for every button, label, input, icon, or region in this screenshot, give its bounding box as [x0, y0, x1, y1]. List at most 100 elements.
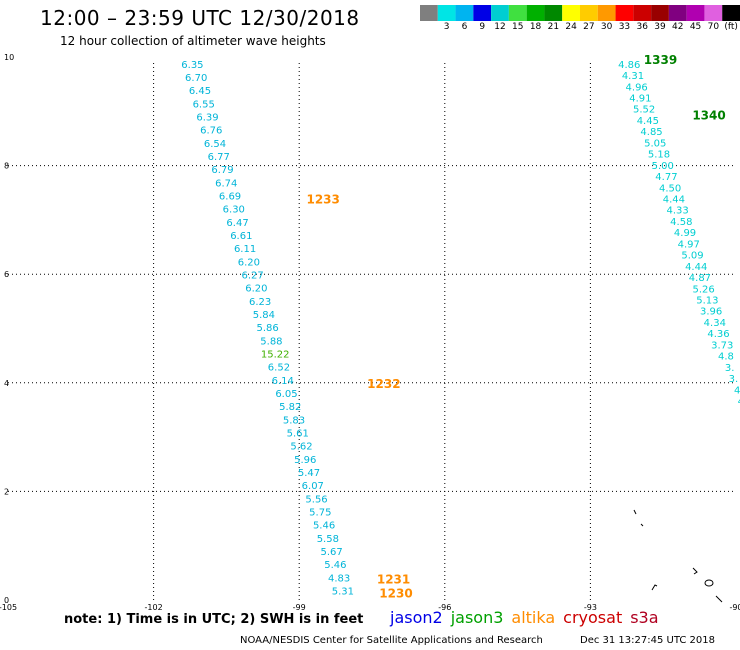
wave-height-value: 4.86	[618, 60, 640, 71]
legend-item-jason2: jason2	[390, 608, 443, 627]
wave-height-value: 6.35	[181, 60, 203, 71]
wave-height-value: 5.13	[696, 296, 718, 307]
color-scale-label: 3	[443, 22, 450, 32]
wave-height-value: 5.83	[283, 415, 305, 426]
y-tick-label: 6	[4, 270, 9, 279]
credit-line: NOAA/NESDIS Center for Satellite Applica…	[240, 635, 543, 646]
satellite-tracks: 6.35 6.70 6.45 6.55 6.39 6.76 6.54 6.77 6.79 6.74…	[181, 60, 740, 598]
wave-height-value: 4.44	[663, 195, 685, 206]
pass-time-label: 1231	[377, 573, 410, 587]
color-swatch	[562, 5, 580, 21]
wave-height-value: 6.05	[275, 389, 297, 400]
legend-item-s3a: s3a	[630, 608, 659, 627]
color-swatch	[633, 5, 652, 21]
wave-height-value: 4.8	[718, 352, 734, 363]
wave-height-value: 6.76	[200, 126, 222, 137]
wave-height-value: 5.47	[298, 468, 320, 479]
wave-height-value: 4.45	[637, 116, 659, 127]
wave-height-value: 4.33	[666, 206, 688, 217]
color-swatch	[615, 5, 634, 21]
color-swatch	[544, 5, 563, 21]
color-swatch	[473, 5, 492, 21]
wave-height-value: 6.14	[272, 376, 294, 387]
pass-time-label: 1230	[379, 586, 412, 600]
pass-time-label: 1339	[644, 53, 677, 67]
wave-height-value: 3.	[725, 363, 735, 374]
wave-height-value: 3.96	[700, 307, 722, 318]
color-swatch	[455, 5, 474, 21]
color-scale-label: 42	[672, 22, 684, 32]
wave-height-value: 5.67	[320, 547, 342, 558]
wave-height-value: 5.61	[287, 429, 309, 440]
wave-height-value: 6.55	[193, 99, 215, 110]
wave-height-value: 6.47	[226, 218, 248, 229]
wave-height-value: 5.96	[294, 455, 316, 466]
wave-height-value: 6.69	[219, 192, 241, 203]
wave-height-value: 4.99	[674, 228, 696, 239]
wave-height-value: 4.96	[626, 82, 648, 93]
y-tick-label: 2	[4, 487, 9, 496]
wave-height-value: 5.58	[317, 534, 339, 545]
color-swatch	[651, 5, 669, 21]
wave-height-value: 6.11	[234, 244, 256, 255]
wave-height-value: 6.20	[238, 257, 260, 268]
color-scale-label: 45	[689, 22, 702, 32]
coast-fragment	[692, 567, 698, 575]
y-tick-label: 10	[4, 53, 14, 62]
wave-height-value: 6.74	[215, 178, 237, 189]
coastline-fragments	[633, 509, 723, 603]
wave-height-value: 5.09	[681, 251, 703, 262]
color-scale-label: 9	[479, 22, 486, 32]
island-fragment	[704, 579, 714, 587]
color-swatch	[668, 5, 687, 21]
color-swatch	[722, 5, 740, 21]
color-scale-label: 21	[547, 22, 560, 32]
wave-height-value: 5.52	[633, 105, 655, 116]
color-scale-label: 36	[636, 22, 648, 32]
color-swatch	[437, 5, 456, 21]
wave-height-value: 5.05	[644, 138, 666, 149]
color-scale-label: 12	[494, 22, 506, 32]
generated-timestamp: Dec 31 13:27:45 UTC 2018	[580, 635, 715, 646]
color-swatch	[597, 5, 616, 21]
wave-height-value: 5.75	[309, 508, 331, 519]
x-tick-label: -99	[293, 603, 306, 610]
wave-height-value: 4.50	[659, 183, 681, 194]
wave-height-value: 6.23	[249, 297, 271, 308]
wave-height-value: 4.87	[689, 273, 711, 284]
wave-height-value: 5.31	[332, 587, 354, 598]
wave-height-value: 5.62	[290, 442, 312, 453]
footer-note: note: 1) Time is in UTC; 2) SWH is in fe…	[64, 612, 364, 627]
map-grid	[8, 63, 736, 600]
y-tick-label: 4	[4, 379, 9, 388]
wave-height-value: 6.30	[223, 205, 245, 216]
wave-height-value: 6.39	[196, 113, 218, 124]
color-scale-label: (ft)	[724, 22, 738, 32]
y-tick-label: 0	[4, 596, 9, 605]
color-swatch	[491, 5, 509, 21]
wave-height-value: 6.52	[268, 363, 290, 374]
y-tick-label: 8	[4, 162, 9, 171]
coast-fragment	[715, 595, 723, 603]
satellite-legend: jason2 jason3 altika cryosat s3a	[390, 608, 667, 627]
color-scale-label: 24	[565, 22, 577, 32]
wave-height-value: 5.82	[279, 402, 301, 413]
legend-item-cryosat: cryosat	[563, 608, 623, 627]
color-scale-label: 30	[600, 22, 613, 32]
color-swatch	[526, 5, 545, 21]
color-scale-label: 39	[654, 22, 666, 32]
wave-height-value: 4	[738, 397, 740, 408]
x-tick-label: -93	[584, 603, 597, 610]
wave-height-value: 4	[734, 385, 740, 396]
wave-height-value: 5.18	[648, 150, 670, 161]
wave-height-value: 4.83	[328, 573, 350, 584]
pass-time-label: 1340	[692, 108, 725, 122]
wave-height-value: 4.58	[670, 217, 692, 228]
coast-fragment	[651, 584, 658, 591]
wave-height-value: 15.22	[261, 350, 290, 361]
wave-height-value: 4.91	[629, 94, 651, 105]
wave-height-value: 5.00	[652, 161, 674, 172]
legend-item-altika: altika	[511, 608, 556, 627]
wave-height-value: 5.88	[260, 336, 282, 347]
